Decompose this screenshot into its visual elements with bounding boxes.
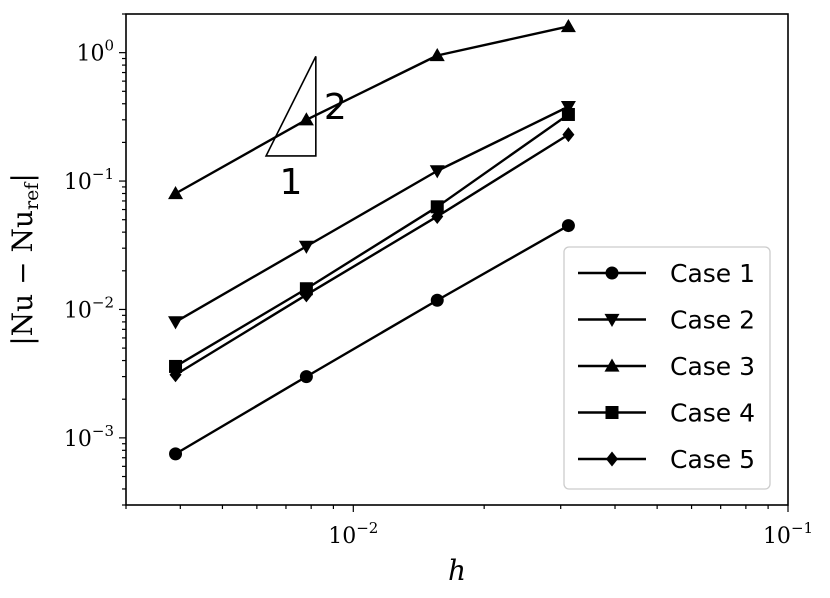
data-point: [561, 219, 575, 233]
y-tick-base: 10: [64, 298, 92, 323]
data-point: [298, 112, 314, 126]
y-axis-label-close: |: [6, 173, 39, 182]
x-tick-label: 10−1: [763, 519, 813, 549]
y-tick-label: 100: [76, 37, 114, 67]
data-point: [429, 165, 445, 179]
slope-triangle: 1 2: [264, 56, 347, 203]
data-point: [560, 100, 576, 115]
y-tick-exponent: −2: [92, 293, 114, 311]
y-tick-base: 10: [76, 42, 104, 67]
x-tick-label: 10−2: [328, 519, 378, 549]
x-tick-exponent: −1: [791, 519, 813, 537]
series-3: [168, 18, 576, 200]
data-point: [430, 293, 444, 307]
y-tick-exponent: −1: [92, 165, 114, 183]
x-tick-exponent: −2: [356, 519, 378, 537]
legend-label: Case 5: [670, 445, 755, 474]
legend-marker: [605, 406, 619, 419]
x-axis-label: h: [448, 554, 466, 587]
y-axis-label-sub: ref: [21, 181, 43, 210]
legend-item: Case 5: [578, 445, 755, 474]
legend-marker: [604, 313, 620, 327]
y-tick-base: 10: [64, 170, 92, 195]
data-point: [169, 359, 183, 373]
legend-item: Case 3: [578, 352, 755, 381]
x-tick-base: 10: [763, 524, 791, 549]
legend-label: Case 2: [670, 306, 755, 335]
legend-item: Case 1: [578, 259, 755, 288]
legend-label: Case 3: [670, 352, 755, 381]
legend-box: [563, 246, 771, 490]
y-tick-exponent: −3: [92, 422, 114, 440]
y-tick-label: 10−3: [64, 422, 114, 452]
legend-marker: [604, 358, 620, 372]
series-4: [169, 107, 575, 373]
data-point: [431, 208, 444, 224]
data-point: [168, 185, 184, 200]
data-point: [168, 316, 184, 330]
data-point: [560, 18, 576, 33]
series-line: [174, 105, 569, 323]
series-1: [169, 219, 575, 461]
slope-triangle-shape: [264, 56, 317, 157]
legend-label: Case 4: [670, 399, 755, 428]
legend-item: Case 2: [578, 306, 755, 335]
data-point: [429, 48, 445, 62]
legend-item: Case 4: [578, 399, 755, 428]
series-line: [174, 113, 570, 368]
data-point: [562, 127, 575, 143]
series-line: [174, 25, 569, 195]
plot-marks: [168, 18, 576, 461]
y-axis-label: |Nu − Nuref|: [6, 173, 43, 346]
y-tick-label: 10−1: [64, 165, 114, 195]
y-tick-exponent: 0: [104, 37, 114, 55]
series-2: [168, 100, 576, 330]
data-point: [169, 367, 182, 383]
legend-marker: [606, 451, 618, 467]
x-tick-base: 10: [328, 524, 356, 549]
data-point: [298, 240, 314, 254]
axes-frame: [125, 13, 789, 506]
y-tick-base: 10: [64, 427, 92, 452]
data-point: [300, 287, 313, 303]
slope-run-label: 1: [279, 162, 302, 203]
data-point: [169, 447, 183, 461]
y-axis-label-main: |Nu − Nu: [6, 210, 39, 346]
series-line: [174, 224, 570, 455]
data-point: [430, 200, 444, 214]
legend-label: Case 1: [670, 259, 755, 288]
series-5: [169, 127, 575, 383]
data-point: [561, 107, 575, 121]
y-tick-label: 10−2: [64, 293, 114, 323]
series-line: [174, 133, 570, 376]
data-point: [299, 370, 313, 384]
slope-rise-label: 2: [324, 87, 347, 128]
legend-marker: [605, 266, 619, 280]
legend: Case 1 Case 2 Case 3 Case 4 Case 5: [563, 246, 771, 490]
